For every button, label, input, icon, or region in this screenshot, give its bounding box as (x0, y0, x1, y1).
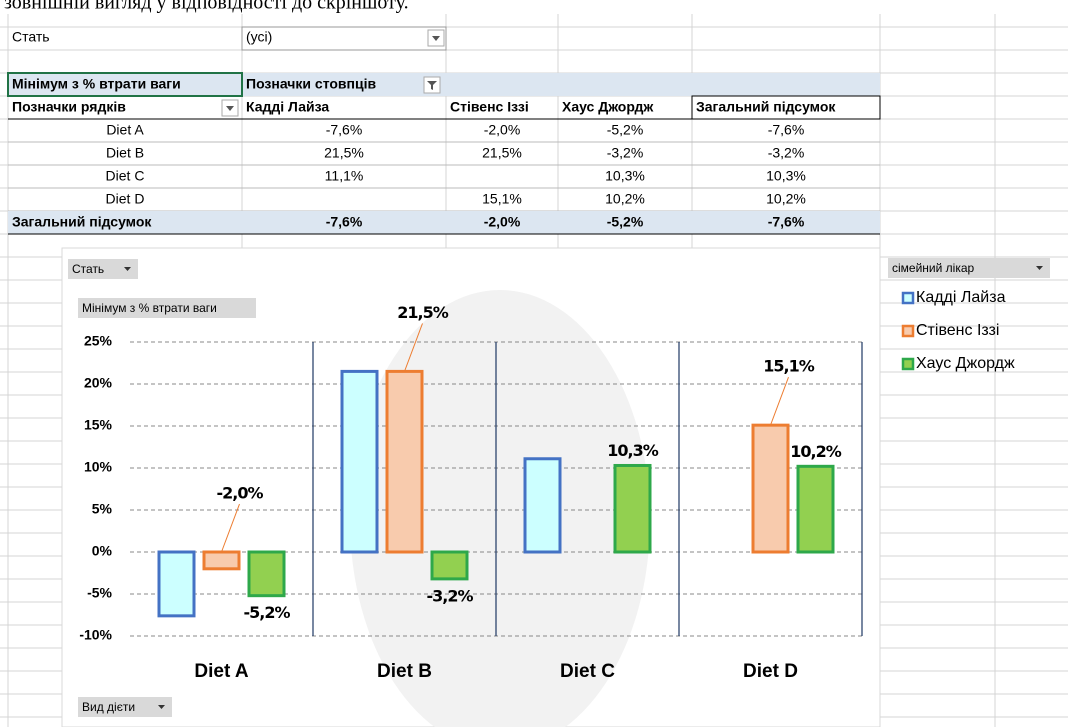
bar (159, 552, 194, 616)
x-tick-label: Diet A (194, 661, 248, 682)
pivot-cell: Diet D (106, 191, 145, 207)
x-tick-label: Diet C (560, 661, 615, 682)
y-tick-label: 20% (84, 375, 113, 391)
filter-label: Стать (12, 29, 50, 45)
legend-swatch (903, 293, 913, 303)
pivot-cell: -7,6% (768, 122, 805, 138)
excel-sheet: зовнішній вигляд у відповідності до скрі… (0, 0, 1068, 727)
data-label: -2,0% (216, 484, 263, 503)
pivot-cell: 15,1% (482, 191, 522, 207)
bar (525, 459, 560, 552)
field-button-label: Вид дієти (82, 700, 135, 714)
column-header: Стівенс Іззі (450, 99, 529, 115)
field-button-label: сімейний лікар (892, 261, 975, 275)
field-button-label: Стать (72, 262, 104, 276)
pivot-cell: Diet C (106, 168, 145, 184)
data-label: 10,2% (790, 442, 841, 461)
data-label: 10,3% (607, 441, 658, 460)
column-header: Загальний підсумок (696, 99, 836, 115)
pivot-cell: -3,2% (768, 145, 805, 161)
pivot-cell: -2,0% (484, 122, 521, 138)
pivot-cell: 10,2% (766, 191, 806, 207)
legend-label: Кадді Лайза (916, 289, 1006, 306)
pivot-cell: 21,5% (324, 145, 364, 161)
x-tick-label: Diet B (377, 661, 432, 682)
pivot-cell: -3,2% (607, 145, 644, 161)
pivot-cell: 21,5% (482, 145, 522, 161)
column-labels: Позначки стовпців (246, 76, 376, 92)
data-label: -3,2% (426, 586, 473, 605)
y-tick-label: -10% (79, 627, 112, 643)
pivot-cell: -5,2% (607, 214, 644, 230)
bar (432, 552, 467, 579)
legend-swatch (903, 326, 913, 336)
pivot-cell: 10,3% (766, 168, 806, 184)
pivot-cell: 11,1% (325, 168, 364, 184)
bar (249, 552, 284, 596)
pivot-cell: Diet B (106, 145, 144, 161)
field-button-label: Мінімум з % втрати ваги (82, 301, 217, 315)
y-tick-label: 15% (84, 417, 113, 433)
data-label: 21,5% (397, 303, 448, 322)
column-header: Хаус Джордж (562, 99, 654, 115)
pivot-cell: -2,0% (484, 214, 521, 230)
legend-label: Хаус Джордж (916, 355, 1015, 372)
legend-label: Стівенс Іззі (916, 322, 999, 339)
y-tick-label: 0% (92, 543, 113, 559)
data-label: 15,1% (763, 357, 814, 376)
pivot-cell: 10,2% (605, 191, 645, 207)
y-tick-label: 5% (92, 501, 113, 517)
pivot-cell: -7,6% (326, 122, 363, 138)
pivot-cell: Diet A (106, 122, 144, 138)
bar (615, 465, 650, 552)
filter-value: (усі) (246, 29, 272, 45)
pivot-cell: -7,6% (326, 214, 363, 230)
bar (753, 425, 788, 552)
data-label: -5,2% (243, 603, 290, 622)
pivot-cell: 10,3% (605, 168, 645, 184)
y-tick-label: 25% (84, 333, 113, 349)
bar (798, 466, 833, 552)
row-labels: Позначки рядків (12, 99, 126, 115)
pivot-cell: -7,6% (768, 214, 805, 230)
x-tick-label: Diet D (743, 661, 798, 682)
legend-swatch (903, 359, 913, 369)
y-tick-label: 10% (84, 459, 113, 475)
pivot-cell: -5,2% (607, 122, 644, 138)
bar (342, 371, 377, 552)
filter-box (242, 27, 446, 50)
column-header: Кадді Лайза (246, 99, 329, 115)
intro-text: зовнішній вигляд у відповідності до скрі… (4, 0, 409, 14)
pivot-cell: Загальний підсумок (12, 214, 152, 230)
bar (387, 371, 422, 552)
pivot-corner: Мінімум з % втрати ваги (12, 76, 181, 92)
bar (204, 552, 239, 569)
y-tick-label: -5% (87, 585, 112, 601)
